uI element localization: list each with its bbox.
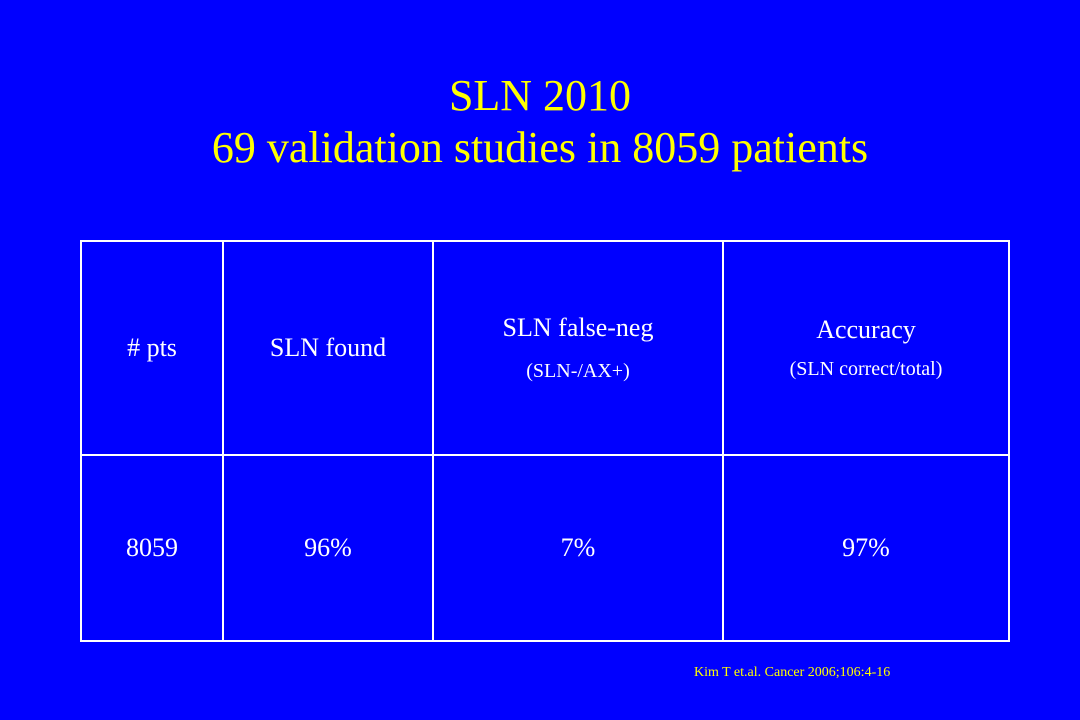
value-cell-sln-false-neg: 7% [432, 454, 724, 642]
header-cell-sln-found: SLN found [222, 240, 434, 456]
header-label: SLN found [269, 333, 387, 362]
title-line-2: 69 validation studies in 8059 patients [211, 123, 869, 172]
cell-value: 97% [842, 533, 890, 562]
table-header-row: # pts SLN found SLN false-neg (SLN-/AX+)… [80, 240, 1010, 456]
cell-value: 8059 [126, 533, 178, 562]
value-cell-pts: 8059 [80, 454, 224, 642]
header-cell-accuracy: Accuracy (SLN correct/total) [722, 240, 1010, 456]
header-label: SLN false-neg [502, 313, 654, 342]
header-cell-pts: # pts [80, 240, 224, 456]
header-label: Accuracy [816, 315, 916, 344]
header-sublabel: (SLN correct/total) [789, 358, 943, 380]
value-cell-accuracy: 97% [722, 454, 1010, 642]
title-line-1: SLN 2010 [448, 71, 632, 120]
header-label: # pts [127, 333, 177, 362]
table-row: 8059 96% 7% 97% [80, 454, 1010, 642]
header-sublabel: (SLN-/AX+) [526, 360, 630, 382]
citation-text: Kim T et.al. Cancer 2006;106:4-16 [694, 665, 891, 680]
slide-title: SLN 2010 69 validation studies in 8059 p… [0, 70, 1080, 174]
cell-value: 7% [560, 533, 596, 562]
value-cell-sln-found: 96% [222, 454, 434, 642]
cell-value: 96% [304, 533, 352, 562]
results-table: # pts SLN found SLN false-neg (SLN-/AX+)… [80, 240, 1010, 642]
header-cell-sln-false-neg: SLN false-neg (SLN-/AX+) [432, 240, 724, 456]
